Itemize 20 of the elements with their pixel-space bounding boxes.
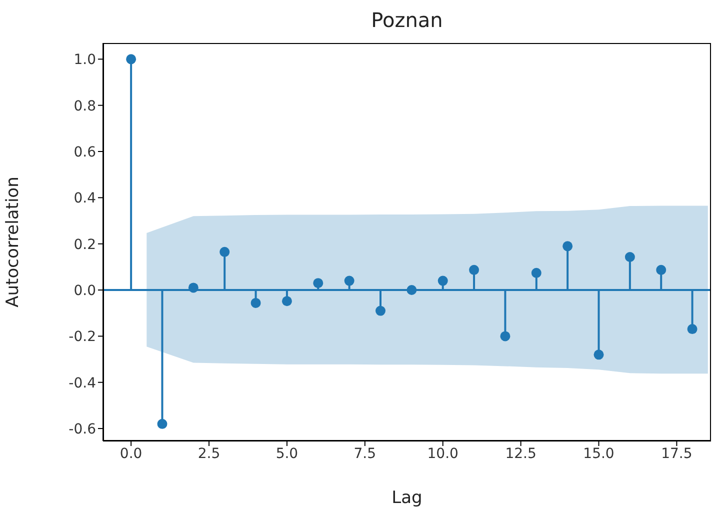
y-tick-label: 0.2 xyxy=(74,236,96,253)
y-tick-label: -0.6 xyxy=(68,422,96,438)
y-tick-label: 0.8 xyxy=(74,98,96,114)
x-tick-label: 17.5 xyxy=(661,446,692,462)
y-tick-label: 0.4 xyxy=(74,190,96,207)
y-axis-title: Autocorrelation xyxy=(3,176,24,308)
y-tick-label: -0.2 xyxy=(68,329,96,346)
chart-title: Poznan xyxy=(370,8,444,32)
x-axis-title: Lag xyxy=(392,488,422,507)
x-tick-label: 15.0 xyxy=(583,446,614,462)
y-tick-label: -0.4 xyxy=(68,375,96,392)
x-tick-label: 10.0 xyxy=(427,446,458,462)
y-tick-label: 0.6 xyxy=(74,144,96,160)
x-tick-label: 12.5 xyxy=(505,446,536,462)
x-tick-label: 5.0 xyxy=(276,446,298,462)
x-tick-label: 2.5 xyxy=(198,446,220,462)
x-tick-label: 7.5 xyxy=(354,446,376,462)
y-tick-label: 0.0 xyxy=(74,282,96,299)
y-tick-label: 1.0 xyxy=(74,52,96,68)
x-tick-label: 0.0 xyxy=(120,446,142,462)
